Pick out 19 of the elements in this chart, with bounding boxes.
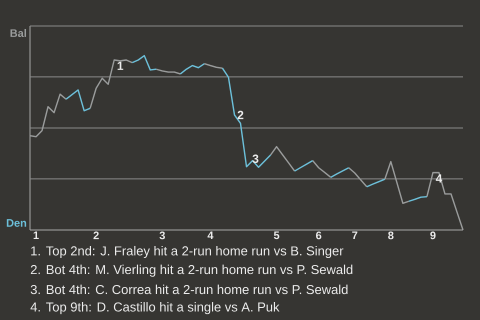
text: Den: [6, 219, 26, 227]
x-tick-label: 2: [93, 232, 99, 240]
x-tick-label: 9: [430, 232, 436, 240]
text: Bal: [10, 28, 26, 38]
x-tick-label: 7: [352, 232, 358, 240]
x-tick-label: 5: [274, 232, 280, 240]
x-tick-label: 1: [34, 232, 39, 240]
x-tick-label: 8: [388, 232, 394, 240]
annotation: 3: [252, 154, 258, 164]
x-tick-label: 6: [316, 232, 322, 240]
annotation: 4: [436, 174, 442, 183]
x-tick-label: 3: [160, 232, 165, 240]
annotation: 1: [118, 62, 124, 70]
text: 3. Bot 4th: C. Correa hit a 2-run home run vs P. Sewald: [30, 284, 348, 294]
text: 4. Top 9th: D. Castillo hit a single vs A. Puk: [30, 302, 280, 314]
text: 2. Bot 4th: M. Vierling hit a 2-run home run vs P. Sewald: [30, 264, 352, 277]
x-tick-label: 4: [208, 232, 214, 240]
annotation: 2: [238, 110, 244, 120]
text: 1. Top 2nd: J. Fraley hit a 2-run home run vs B. Singer: [31, 246, 344, 258]
